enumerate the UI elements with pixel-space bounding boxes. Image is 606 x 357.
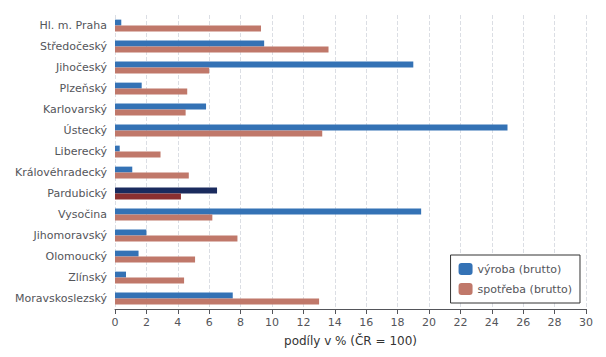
svg-text:28: 28 xyxy=(548,316,562,329)
svg-text:14: 14 xyxy=(328,316,342,329)
svg-text:6: 6 xyxy=(206,316,213,329)
svg-text:16: 16 xyxy=(359,316,373,329)
svg-text:Ústecký: Ústecký xyxy=(64,124,108,137)
svg-text:Karlovarský: Karlovarský xyxy=(43,103,108,116)
svg-text:0: 0 xyxy=(112,316,119,329)
svg-text:Moravskoslezský: Moravskoslezský xyxy=(15,292,107,305)
svg-text:spotřeba (brutto): spotřeba (brutto) xyxy=(478,283,572,296)
svg-text:Pardubický: Pardubický xyxy=(47,187,107,200)
svg-text:24: 24 xyxy=(485,316,499,329)
svg-text:30: 30 xyxy=(579,316,593,329)
svg-text:Plzeňský: Plzeňský xyxy=(60,82,108,95)
svg-text:12: 12 xyxy=(296,316,310,329)
svg-text:podíly v % (ČR = 100): podíly v % (ČR = 100) xyxy=(284,333,417,348)
svg-text:Vysočina: Vysočina xyxy=(58,208,107,221)
svg-text:výroba (brutto): výroba (brutto) xyxy=(478,263,562,276)
svg-text:Jihočeský: Jihočeský xyxy=(55,61,108,74)
svg-text:Liberecký: Liberecký xyxy=(54,145,107,158)
svg-text:Zlínský: Zlínský xyxy=(68,271,107,284)
svg-text:22: 22 xyxy=(453,316,467,329)
svg-text:Olomoucký: Olomoucký xyxy=(46,250,108,263)
svg-text:8: 8 xyxy=(237,316,244,329)
svg-text:10: 10 xyxy=(265,316,279,329)
svg-text:Královéhradecký: Královéhradecký xyxy=(15,166,108,179)
svg-text:26: 26 xyxy=(516,316,530,329)
svg-text:20: 20 xyxy=(422,316,436,329)
svg-text:2: 2 xyxy=(143,316,150,329)
svg-text:Hl. m. Praha: Hl. m. Praha xyxy=(40,19,107,32)
svg-text:4: 4 xyxy=(174,316,181,329)
svg-text:18: 18 xyxy=(391,316,405,329)
svg-text:Středočeský: Středočeský xyxy=(40,40,108,53)
svg-text:Jihomoravský: Jihomoravský xyxy=(33,229,108,242)
